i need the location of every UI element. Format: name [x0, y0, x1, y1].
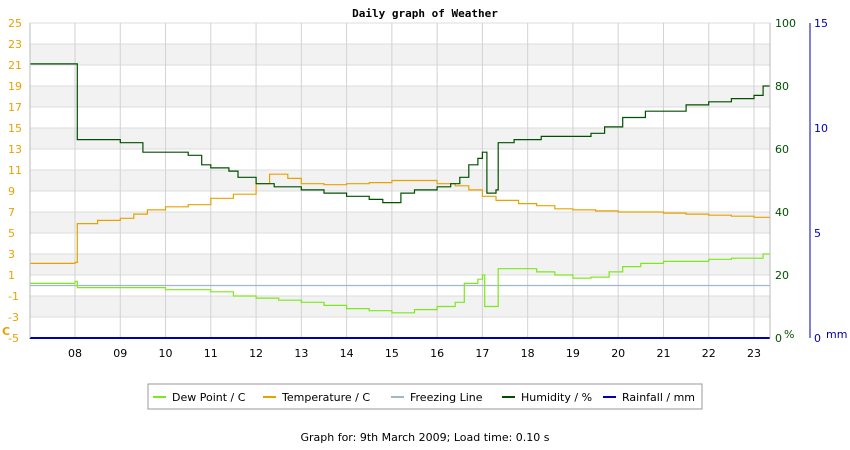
y-tick-label-c: 17 [8, 101, 22, 114]
legend-label: Freezing Line [410, 391, 483, 404]
grid-band [30, 191, 770, 212]
y-tick-label-c: 5 [8, 227, 15, 240]
y-tick-label-rain: 0 [814, 332, 821, 345]
y-tick-label-humidity: 100 [775, 17, 796, 30]
x-tick-label: 21 [656, 347, 670, 360]
grid-band [30, 254, 770, 275]
series-line-humidity [29, 63, 770, 204]
chart-legend: Dew Point / C Temperature / C Freezing Lin… [147, 383, 703, 410]
y-tick-label-c: 1 [8, 269, 15, 282]
plot-bands [30, 23, 770, 338]
y-axis-unit-rain: mm [826, 328, 847, 341]
x-tick-label: 17 [475, 347, 489, 360]
x-tick-label: 09 [113, 347, 127, 360]
y-tick-label-c: 19 [8, 80, 22, 93]
x-tick-label: 08 [68, 347, 82, 360]
y-tick-label-c: 21 [8, 59, 22, 72]
footer-text: Graph for: 9th March 2009; Load time: 0.… [300, 431, 550, 444]
y-tick-label-c: 13 [8, 143, 22, 156]
legend-label: Temperature / C [281, 391, 370, 404]
grid-band [30, 23, 770, 44]
y-tick-label-c: 7 [8, 206, 15, 219]
x-tick-label: 22 [702, 347, 716, 360]
y-tick-label-c: 9 [8, 185, 15, 198]
chart-title: Daily graph of Weather [352, 7, 498, 20]
grid-band [30, 44, 770, 65]
y-tick-label-c: 11 [8, 164, 22, 177]
x-tick-label: 12 [249, 347, 263, 360]
grid-band [30, 233, 770, 254]
y-axis-unit-humidity: % [784, 328, 794, 341]
y-tick-label-humidity: 20 [775, 269, 789, 282]
x-tick-label: 11 [204, 347, 218, 360]
grid-band [30, 149, 770, 170]
grid-band [30, 128, 770, 149]
grid-band [30, 212, 770, 233]
y-tick-label-humidity: 40 [775, 206, 789, 219]
plot-axes: 252321191715131197531-1-3-5C100806040200… [2, 17, 847, 360]
x-tick-label: 14 [340, 347, 354, 360]
x-tick-label: 19 [566, 347, 580, 360]
y-tick-label-c: 15 [8, 122, 22, 135]
weather-chart: Daily graph of Weather 25232119171513119… [2, 7, 847, 410]
x-tick-label: 10 [159, 347, 173, 360]
y-tick-label-c: -1 [8, 290, 19, 303]
y-axis-unit-c: C [2, 325, 10, 338]
x-tick-label: 20 [611, 347, 625, 360]
y-tick-label-c: 25 [8, 17, 22, 30]
y-tick-label-c: 3 [8, 248, 15, 261]
grid-band [30, 107, 770, 128]
grid-band [30, 317, 770, 338]
x-tick-label: 13 [294, 347, 308, 360]
grid-band [30, 86, 770, 107]
plot-series [29, 63, 771, 339]
y-tick-label-c: -3 [8, 311, 19, 324]
y-tick-label-humidity: 0 [775, 332, 782, 345]
legend-label: Dew Point / C [172, 391, 246, 404]
y-tick-label-c: 23 [8, 38, 22, 51]
y-tick-label-humidity: 60 [775, 143, 789, 156]
y-tick-label-rain: 15 [814, 17, 828, 30]
series-line-temperature-c [29, 173, 771, 264]
y-tick-label-rain: 5 [814, 227, 821, 240]
grid-band [30, 296, 770, 317]
legend-label: Humidity / % [521, 391, 592, 404]
y-tick-label-c: -5 [8, 332, 19, 345]
x-tick-label: 15 [385, 347, 399, 360]
grid-band [30, 65, 770, 86]
series-line-dew-point-c [29, 253, 770, 314]
x-tick-label: 23 [747, 347, 761, 360]
x-tick-label: 16 [430, 347, 444, 360]
y-tick-label-humidity: 80 [775, 80, 789, 93]
y-tick-label-rain: 10 [814, 122, 828, 135]
x-tick-label: 18 [521, 347, 535, 360]
legend-label: Rainfall / mm [622, 391, 695, 404]
